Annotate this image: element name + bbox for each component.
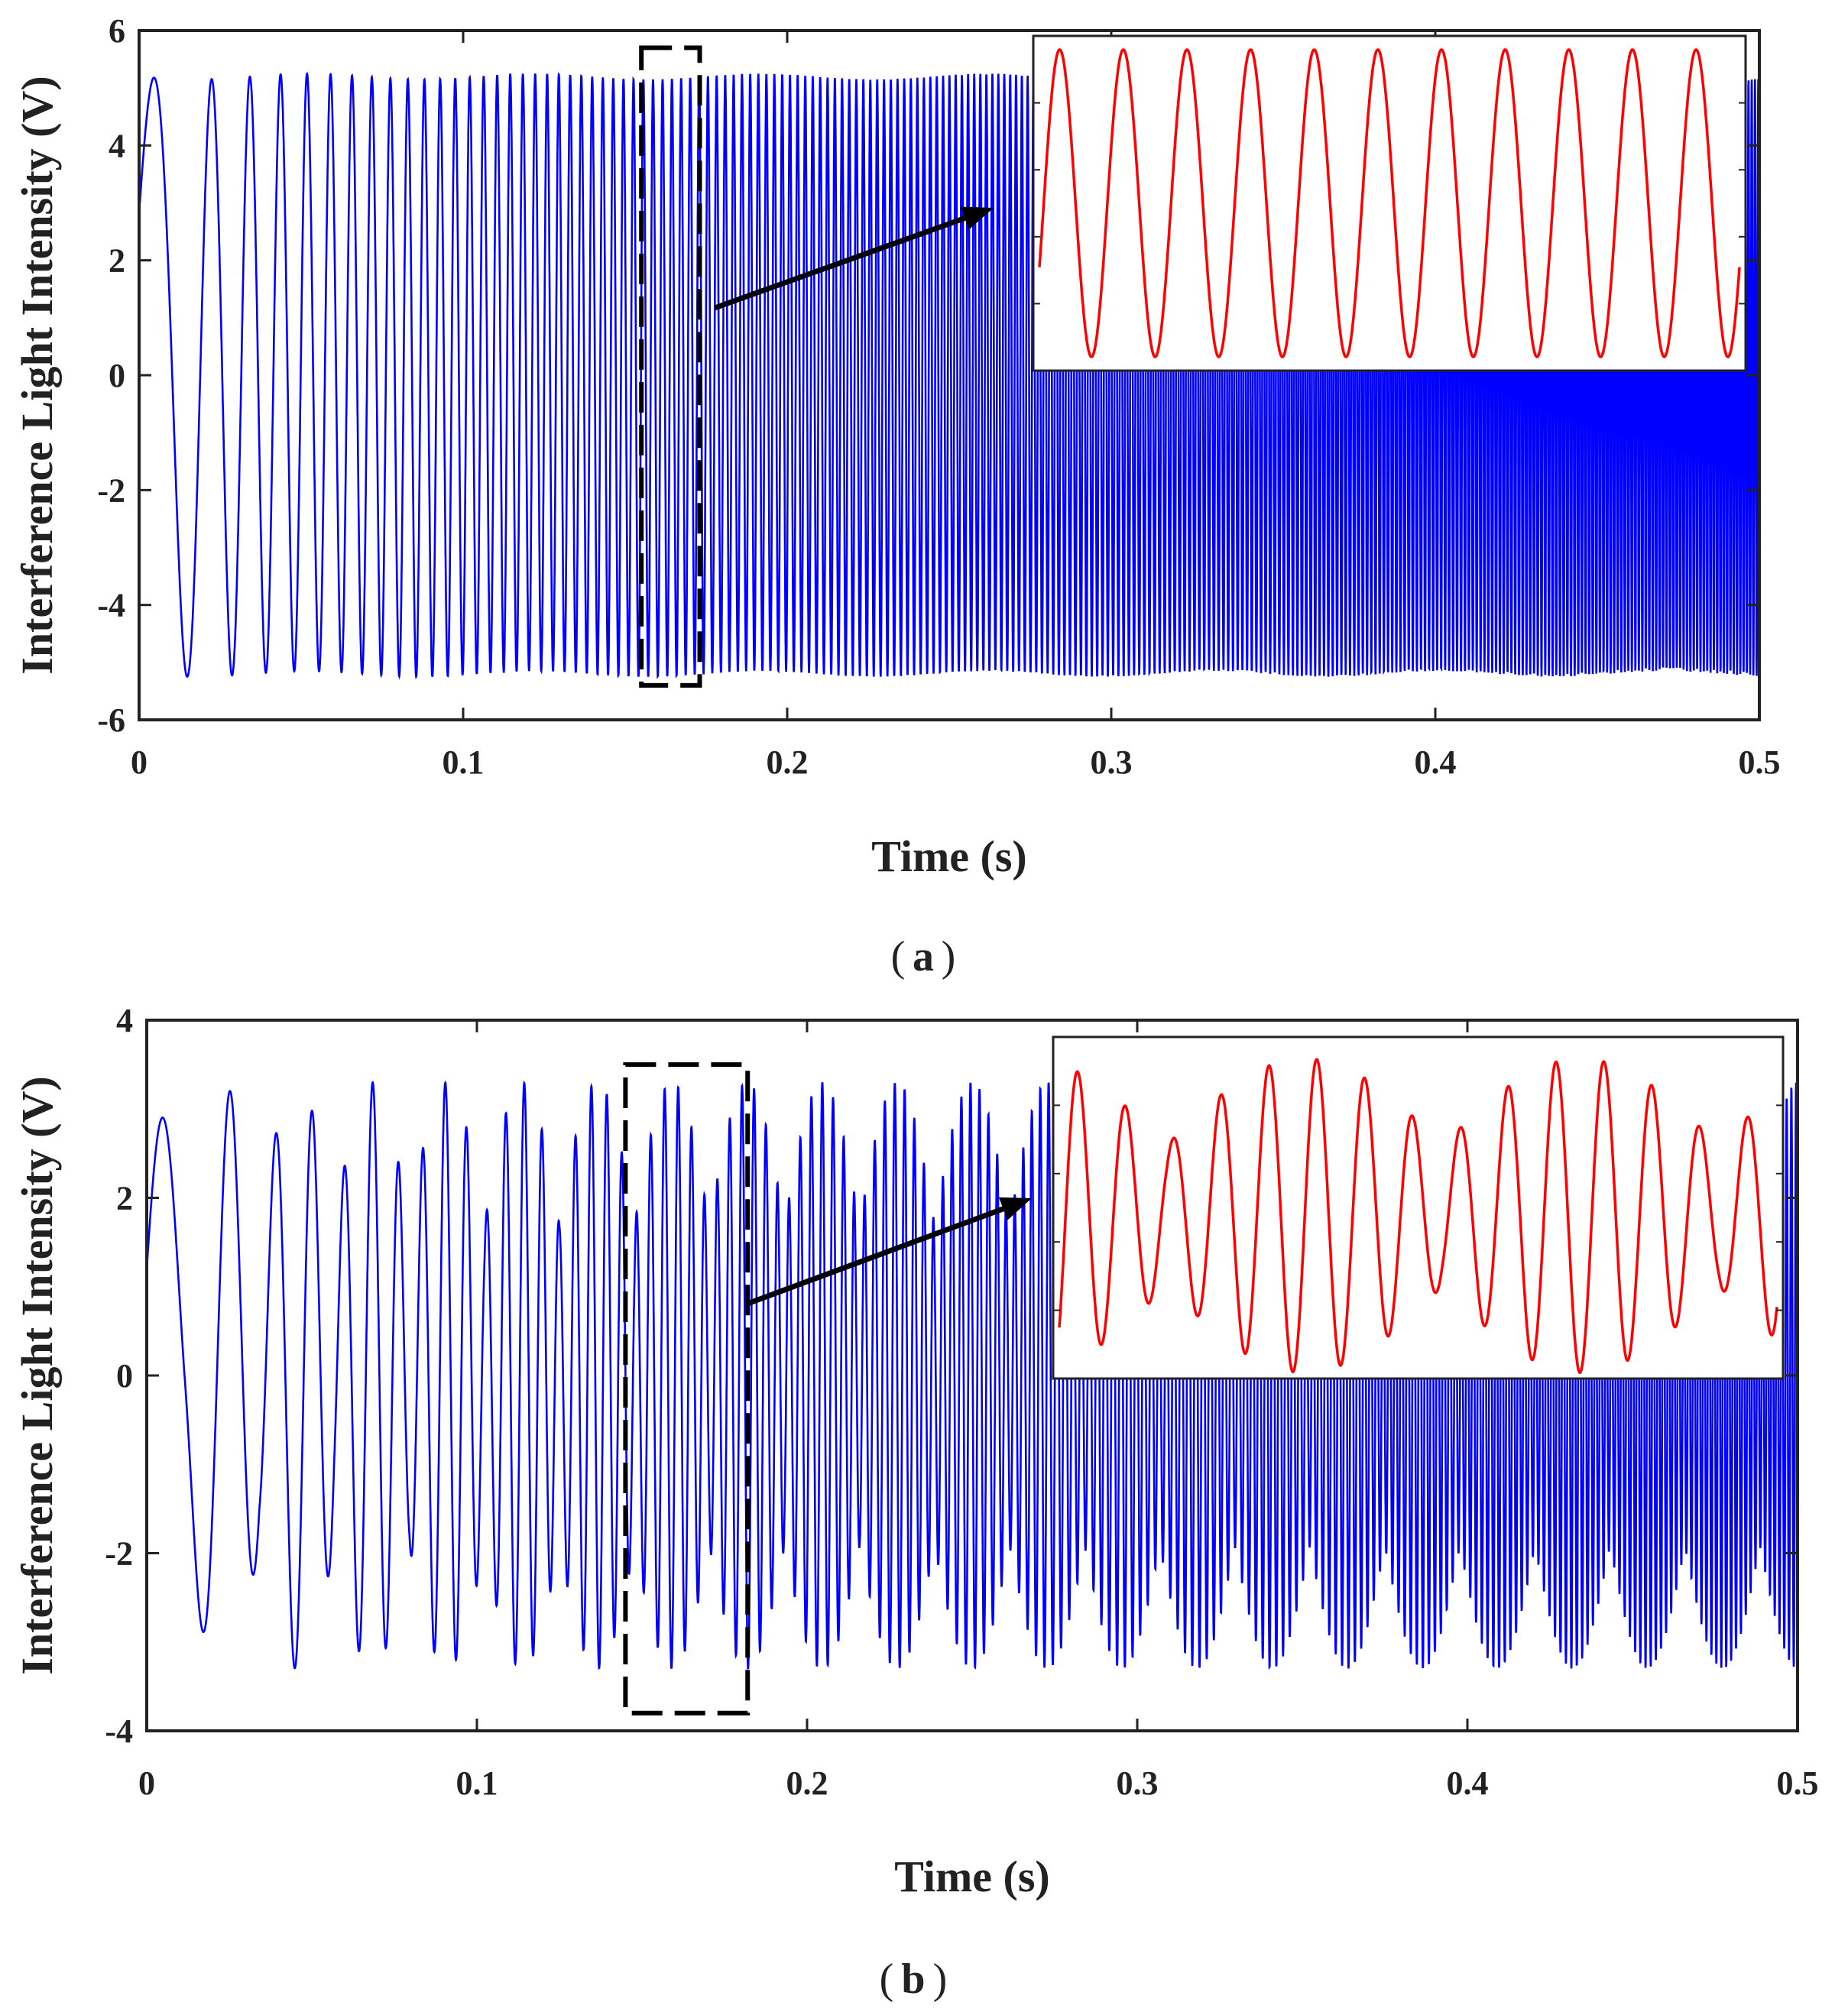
panel-a-signal-line (138, 72, 1761, 680)
panel-b-inset-ticks (1053, 1104, 1783, 1311)
panel-a-ytick-label: -4 (97, 587, 125, 624)
panel-a-xlabel: Time (s) (871, 831, 1027, 881)
panel-b-xtick-label: 0 (138, 1764, 155, 1802)
panel-a-xtick-label: 0.3 (1091, 744, 1133, 781)
panel-a-inset-ticks (1033, 102, 1746, 305)
panel-a-xtick-label: 0.2 (767, 744, 809, 781)
panel-b-inset-series (1058, 1058, 1778, 1375)
panel-b: 0 0.1 0.2 0.3 0.4 0.5 -4 -2 0 2 4 Interference Li… (12, 1002, 1819, 2003)
panel-b-plot-area (145, 1080, 1799, 1670)
panel-b-inset-background (1053, 1037, 1783, 1379)
panel-a: 0 0.1 0.2 0.3 0.4 0.5 -6 -4 -2 0 2 4 6 Interference… (12, 12, 1781, 980)
panel-b-ytick-label: -2 (105, 1535, 133, 1573)
panel-b-signal-line (145, 1080, 1799, 1670)
panel-a-inset-background (1033, 36, 1746, 371)
panel-b-zoom-arrow (746, 1197, 1032, 1307)
panel-b-xtick-label: 0.1 (456, 1764, 498, 1802)
panel-a-ticks (138, 29, 1761, 721)
panel-a-inset-frame (1032, 34, 1747, 372)
panel-a-caption-open: ( (891, 933, 906, 980)
panel-b-ylabel: Interference Light Intensity (V) (12, 1076, 62, 1674)
panel-a-ytick-label: 4 (109, 127, 125, 164)
panel-a-inset-line (1038, 48, 1741, 358)
panel-a-xtick-label: 0.5 (1739, 744, 1781, 781)
panel-b-caption: ( b ) (880, 1956, 948, 2003)
panel-b-xlabel: Time (s) (894, 1852, 1050, 1901)
panel-a-ytick-label: 2 (109, 242, 125, 280)
panel-a-ytick-labels: -6 -4 -2 0 2 4 6 (97, 12, 125, 739)
panel-b-xtick-label: 0.4 (1447, 1764, 1489, 1802)
panel-a-signal-series (138, 72, 1761, 680)
panel-b-inset-line (1058, 1058, 1778, 1375)
panel-b-ticks (145, 1019, 1799, 1732)
panel-b-xtick-label: 0.5 (1777, 1764, 1819, 1802)
panel-a-zoom-box (639, 45, 702, 688)
panel-b-ytick-label: 4 (116, 1002, 133, 1039)
panel-b-signal-series (145, 1080, 1799, 1670)
panel-a-ytick-label: -2 (97, 471, 125, 509)
panel-b-caption-open: ( (880, 1956, 894, 2003)
panel-b-inset-frame (1052, 1035, 1785, 1380)
panel-a-ytick-label: 0 (109, 357, 125, 394)
panel-b-xtick-labels: 0 0.1 0.2 0.3 0.4 0.5 (138, 1764, 1819, 1802)
panel-b-caption-close: ) (933, 1956, 948, 2003)
panel-a-ytick-label: 6 (109, 12, 125, 50)
panel-a-xtick-labels: 0 0.1 0.2 0.3 0.4 0.5 (131, 744, 1781, 781)
panel-b-ytick-labels: -4 -2 0 2 4 (105, 1002, 133, 1750)
panel-b-ytick-label: 2 (116, 1180, 133, 1217)
panel-a-xtick-label: 0 (131, 744, 148, 781)
panel-a-plot-area (138, 72, 1761, 680)
panel-b-ytick-label: -4 (105, 1713, 133, 1750)
panel-b-caption-letter: b (901, 1956, 925, 2003)
panel-a-caption: ( a ) (891, 933, 956, 980)
panel-a-ylabel: Interference Light Intensity (V) (12, 76, 62, 674)
panel-a-xtick-label: 0.4 (1415, 744, 1457, 781)
panel-a-zoom-arrow (713, 206, 994, 311)
panel-b-zoom-box (623, 1062, 751, 1716)
panel-b-xtick-label: 0.3 (1117, 1764, 1159, 1802)
panel-a-xtick-label: 0.1 (443, 744, 485, 781)
panel-b-xtick-label: 0.2 (786, 1764, 828, 1802)
panel-b-ytick-label: 0 (116, 1357, 133, 1395)
panel-a-caption-letter: a (913, 933, 934, 980)
panel-a-inset (1032, 34, 1747, 372)
panel-a-ytick-label: -6 (97, 702, 125, 739)
panel-a-inset-series (1038, 48, 1741, 358)
panel-b-inset (1052, 1035, 1785, 1380)
panel-a-caption-close: ) (942, 933, 956, 980)
